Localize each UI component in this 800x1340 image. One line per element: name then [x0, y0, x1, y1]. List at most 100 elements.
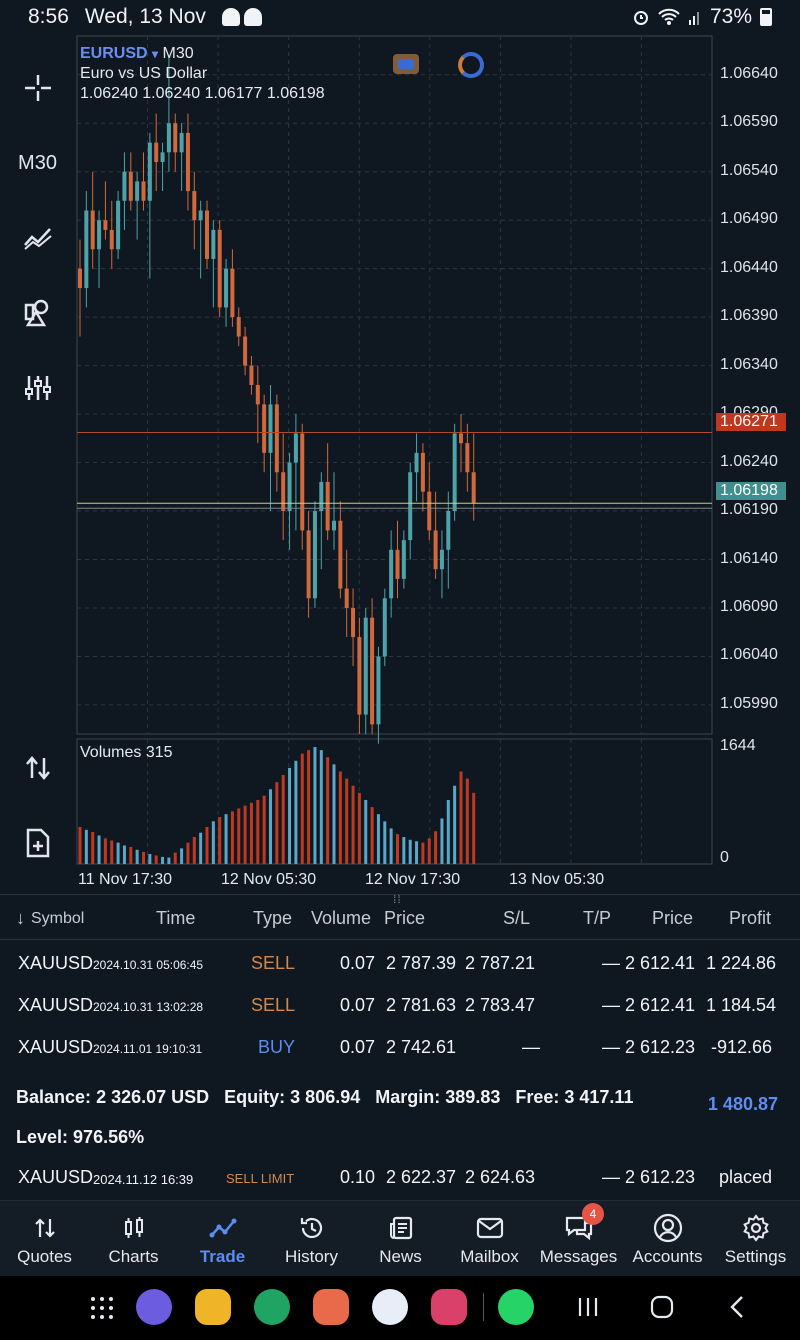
- nav-history[interactable]: History: [267, 1201, 356, 1277]
- account-summary: Balance: 2 326.07 USD Equity: 3 806.94 M…: [16, 1077, 696, 1157]
- document-plus-icon: [26, 828, 49, 858]
- price-chart[interactable]: EURUSD ▾ M30 Euro vs US Dollar 1.06240 1…: [75, 34, 800, 894]
- whatsapp-app-icon[interactable]: [498, 1289, 534, 1325]
- candle: [179, 132, 184, 153]
- candle: [389, 549, 394, 599]
- col-profit[interactable]: Profit: [729, 908, 772, 928]
- volume-bar: [110, 840, 114, 864]
- volume-bar: [472, 792, 476, 864]
- back-icon[interactable]: [728, 1295, 748, 1319]
- price-axis-label: 1.06090: [720, 597, 778, 615]
- nav-news[interactable]: News: [356, 1201, 445, 1277]
- nav-accounts[interactable]: Accounts: [623, 1201, 712, 1277]
- nav-trade[interactable]: Trade: [178, 1201, 267, 1277]
- volume-bar: [135, 849, 139, 864]
- volume-bar: [192, 836, 196, 864]
- objects-button[interactable]: [0, 288, 75, 338]
- sort-arrow-icon[interactable]: ↓: [16, 908, 25, 928]
- row-time: 2024.10.31 05:06:45: [93, 958, 204, 972]
- row-time: 2024.10.31 13:02:28: [93, 1000, 204, 1014]
- candle: [306, 530, 311, 599]
- col-current-price[interactable]: Price: [652, 908, 694, 928]
- candle: [338, 520, 343, 589]
- crosshair-button[interactable]: [0, 63, 75, 113]
- camera-app-icon[interactable]: [431, 1289, 467, 1325]
- volume-bar: [173, 852, 177, 864]
- nav-quotes[interactable]: Quotes: [0, 1201, 89, 1277]
- volume-bar: [389, 828, 393, 864]
- nav-settings[interactable]: Settings: [711, 1201, 800, 1277]
- order-status: placed: [719, 1167, 773, 1187]
- candle: [160, 152, 165, 163]
- balance-label: Balance:: [16, 1087, 92, 1107]
- volume-bar: [326, 757, 330, 864]
- candlestick-chart[interactable]: [75, 34, 800, 894]
- candle: [224, 268, 229, 308]
- volume-bar: [78, 826, 82, 864]
- volume-bar: [459, 771, 463, 864]
- trade-button[interactable]: [0, 743, 75, 793]
- contacts-app-icon[interactable]: [313, 1289, 349, 1325]
- messages-app-icon[interactable]: [372, 1289, 408, 1325]
- app-drawer-icon[interactable]: [90, 1296, 114, 1320]
- candle: [427, 491, 432, 531]
- position-row[interactable]: XAUUSD 2024.10.31 13:02:28 SELL 0.07 2 7…: [0, 985, 800, 1025]
- one-click-trading-icon[interactable]: [393, 54, 419, 74]
- nav-label: Messages: [539, 1247, 618, 1266]
- volume-bar: [211, 821, 215, 864]
- recents-icon[interactable]: [577, 1296, 599, 1318]
- nav-charts[interactable]: Charts: [89, 1201, 178, 1277]
- volume-bar: [427, 838, 431, 864]
- volume-bar: [383, 821, 387, 864]
- col-volume[interactable]: Volume: [311, 908, 372, 928]
- indicators-button[interactable]: [0, 213, 75, 263]
- col-price[interactable]: Price: [384, 908, 426, 928]
- phone-app-icon[interactable]: [254, 1289, 290, 1325]
- candle: [243, 336, 248, 366]
- candle: [363, 617, 368, 715]
- volume-bar: [269, 789, 272, 864]
- volume-bar: [338, 771, 342, 864]
- volume-bar: [408, 839, 412, 864]
- resize-handle[interactable]: ⁞⁞: [393, 892, 402, 906]
- volume-bar: [256, 799, 260, 864]
- files-app-icon[interactable]: [195, 1289, 231, 1325]
- timeframe-button[interactable]: M30: [18, 151, 57, 174]
- candle: [465, 443, 470, 473]
- date: Wed, 13 Nov: [84, 5, 206, 28]
- timer-icon[interactable]: [458, 52, 484, 78]
- row-current-price: 2 612.23: [625, 1037, 696, 1057]
- position-row[interactable]: XAUUSD 2024.11.01 19:10:31 BUY 0.07 2 74…: [0, 1027, 800, 1067]
- bottom-navigation: Quotes Charts Trade History News Mailbox…: [0, 1200, 800, 1276]
- col-tp[interactable]: T/P: [583, 908, 612, 928]
- candle: [192, 191, 197, 221]
- volume-bar: [446, 799, 450, 864]
- candle: [401, 540, 406, 579]
- col-type[interactable]: Type: [253, 908, 293, 928]
- volume-bar: [434, 831, 438, 864]
- price-axis-label: 1.06540: [720, 161, 778, 179]
- position-row[interactable]: XAUUSD 2024.10.31 05:06:45 SELL 0.07 2 7…: [0, 943, 800, 983]
- order-tp: —: [602, 1167, 620, 1187]
- internet-app-icon[interactable]: [136, 1289, 172, 1325]
- nav-messages[interactable]: 4 Messages: [534, 1201, 623, 1277]
- symbol-dropdown-icon[interactable]: ▾: [152, 47, 159, 61]
- volume-bar: [84, 829, 88, 864]
- col-time[interactable]: Time: [156, 908, 196, 928]
- pending-order-row[interactable]: XAUUSD 2024.11.12 16:39 SELL LIMIT 0.10 …: [0, 1157, 800, 1197]
- candle: [344, 588, 349, 608]
- home-icon[interactable]: [650, 1295, 674, 1319]
- candle: [300, 433, 305, 531]
- ask-price-tag: 1.06271: [716, 413, 786, 431]
- candle: [274, 404, 279, 473]
- col-symbol[interactable]: Symbol: [31, 910, 85, 927]
- volume-bar: [224, 814, 228, 864]
- new-order-button[interactable]: [0, 818, 75, 868]
- nav-mailbox[interactable]: Mailbox: [445, 1201, 534, 1277]
- candle: [103, 220, 108, 230]
- col-sl[interactable]: S/L: [503, 908, 531, 928]
- trade-panel: ⁞⁞ ↓ Symbol Time Type Volume Price S/L T…: [0, 892, 800, 1200]
- symbol-name[interactable]: EURUSD: [80, 45, 148, 62]
- settings-sliders-button[interactable]: [0, 363, 75, 413]
- android-navigation-bar: [0, 1276, 800, 1340]
